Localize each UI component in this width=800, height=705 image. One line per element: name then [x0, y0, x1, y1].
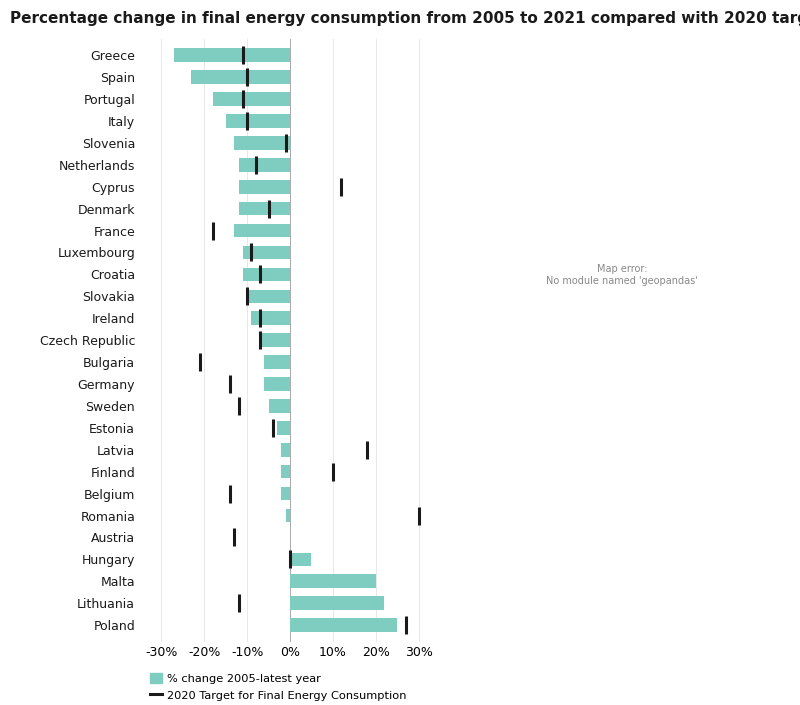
Text: Map error:
No module named 'geopandas': Map error: No module named 'geopandas'	[546, 264, 698, 286]
Bar	[290, 618, 397, 632]
Bar	[251, 312, 290, 325]
Bar	[264, 377, 290, 391]
Bar	[260, 333, 290, 347]
Bar	[286, 509, 290, 522]
Bar	[238, 158, 290, 171]
Bar	[238, 202, 290, 216]
Bar	[247, 290, 290, 303]
Bar	[234, 136, 290, 149]
Bar	[290, 553, 311, 566]
Bar	[234, 223, 290, 238]
Bar	[226, 114, 290, 128]
Bar	[243, 268, 290, 281]
Bar	[264, 355, 290, 369]
Bar	[213, 92, 290, 106]
Bar	[269, 399, 290, 412]
Bar	[277, 421, 290, 435]
Legend: % change 2005-latest year, 2020 Target for Final Energy Consumption: % change 2005-latest year, 2020 Target f…	[146, 668, 411, 705]
Bar	[282, 465, 290, 479]
Text: Percentage change in final energy consumption from 2005 to 2021 compared with 20: Percentage change in final energy consum…	[10, 11, 800, 25]
Bar	[238, 180, 290, 194]
Bar	[290, 575, 376, 588]
Bar	[290, 596, 384, 610]
Bar	[174, 49, 290, 62]
Bar	[191, 70, 290, 84]
Bar	[282, 486, 290, 501]
Bar	[243, 245, 290, 259]
Bar	[282, 443, 290, 457]
